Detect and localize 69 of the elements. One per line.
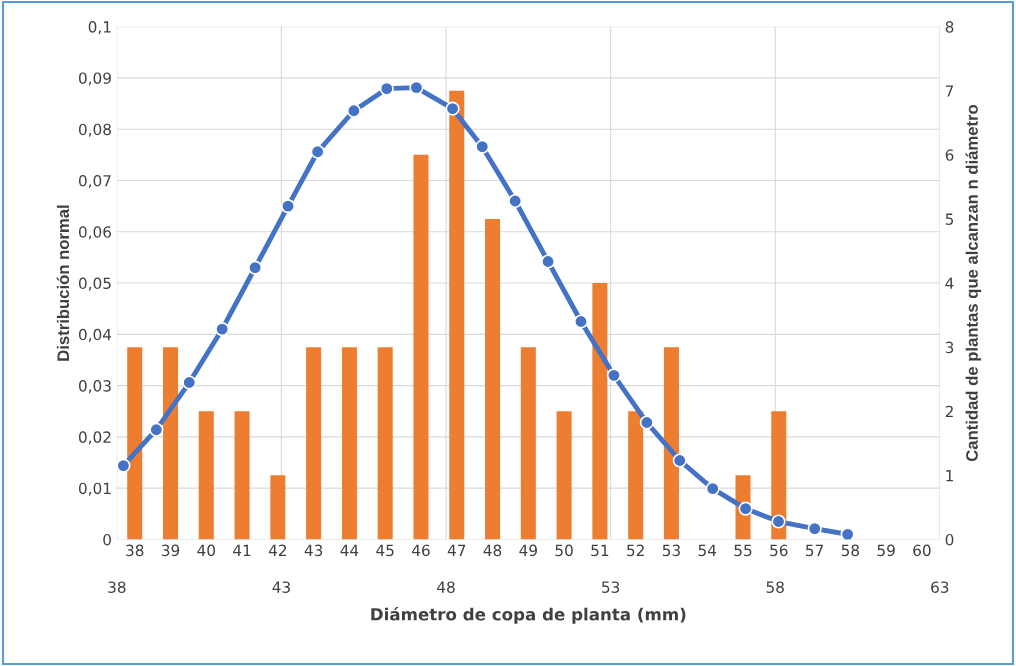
y2-tick-label: 3 [945,341,954,354]
bar [771,411,787,540]
x-tick-label: 56 [770,544,788,557]
x-tick-label: 54 [698,544,717,557]
x-tick-label: 46 [412,544,430,557]
x-tick-label: 60 [913,544,931,557]
y-tick-label: 0,03 [78,380,111,394]
x-tick-label: 51 [591,544,609,557]
x-tick-label: 41 [233,544,251,556]
x-tick-label: 45 [376,544,394,557]
bar [127,347,143,540]
y-tick-label: 0,1 [88,21,111,35]
x-tick-label: 47 [447,544,466,556]
bar [341,347,357,540]
x2-tick-label: 38 [108,581,126,593]
x-tick-label: 50 [555,544,573,557]
x2-tick-label: 43 [272,581,290,593]
bar [592,283,608,540]
bar [413,154,429,540]
x-tick-label: 59 [877,544,895,557]
y2-tick-label: 6 [945,149,954,161]
y-tick-label: 0,06 [78,226,112,240]
y-tick-label: 0,05 [78,277,111,291]
bar [270,475,286,540]
y2-tick-label: 2 [945,405,953,418]
x2-tick-label: 63 [931,581,949,593]
bar [556,411,572,540]
x-tick-label: 57 [806,544,823,557]
y-tick-label: 0,09 [78,72,111,86]
bar [663,347,679,540]
x2-tick-label: 53 [602,581,620,593]
bar [198,411,214,540]
y2-tick-label: 8 [945,21,954,33]
bar [485,218,501,540]
bar [449,90,465,540]
x-tick-label: 38 [126,544,144,557]
bar [306,347,322,540]
x-tick-label: 48 [483,544,502,557]
y-tick-label: 0 [103,533,111,546]
y-tick-label: 0,08 [78,123,111,137]
y2-tick-label: 1 [946,470,953,482]
x-tick-label: 52 [627,544,644,557]
y2-tick-label: 0 [945,533,954,546]
x-tick-label: 53 [662,544,680,557]
x-tick-label: 58 [841,544,860,557]
x2-tick-label: 58 [766,581,784,593]
y2-tick-label: 5 [945,213,954,225]
bar [377,347,393,540]
bar [234,411,250,540]
bar [628,411,644,540]
x-tick-label: 39 [161,544,180,557]
y2-tick-label: 7 [945,85,954,97]
bar [163,347,179,540]
y-tick-label: 0,04 [78,328,112,342]
y-tick-label: 0,07 [78,174,111,189]
x2-tick-label: 48 [437,581,455,593]
x-tick-label: 49 [519,544,537,557]
x-tick-label: 43 [304,544,323,557]
y-axis-title: Distribución normal [56,205,70,361]
y2-axis-title: Cantidad de plantas que alcanzan n diámetro [965,104,982,462]
y-tick-label: 0,01 [78,482,111,496]
y2-tick-label: 4 [945,277,954,289]
x-tick-label: 42 [268,544,287,556]
x-tick-label: 40 [197,544,215,557]
x-axis-title: Diámetro de copa de planta (mm) [371,607,686,624]
y-tick-label: 0,02 [78,431,111,445]
x-tick-label: 55 [734,544,752,557]
x-tick-label: 44 [340,544,359,556]
bar [520,347,536,540]
